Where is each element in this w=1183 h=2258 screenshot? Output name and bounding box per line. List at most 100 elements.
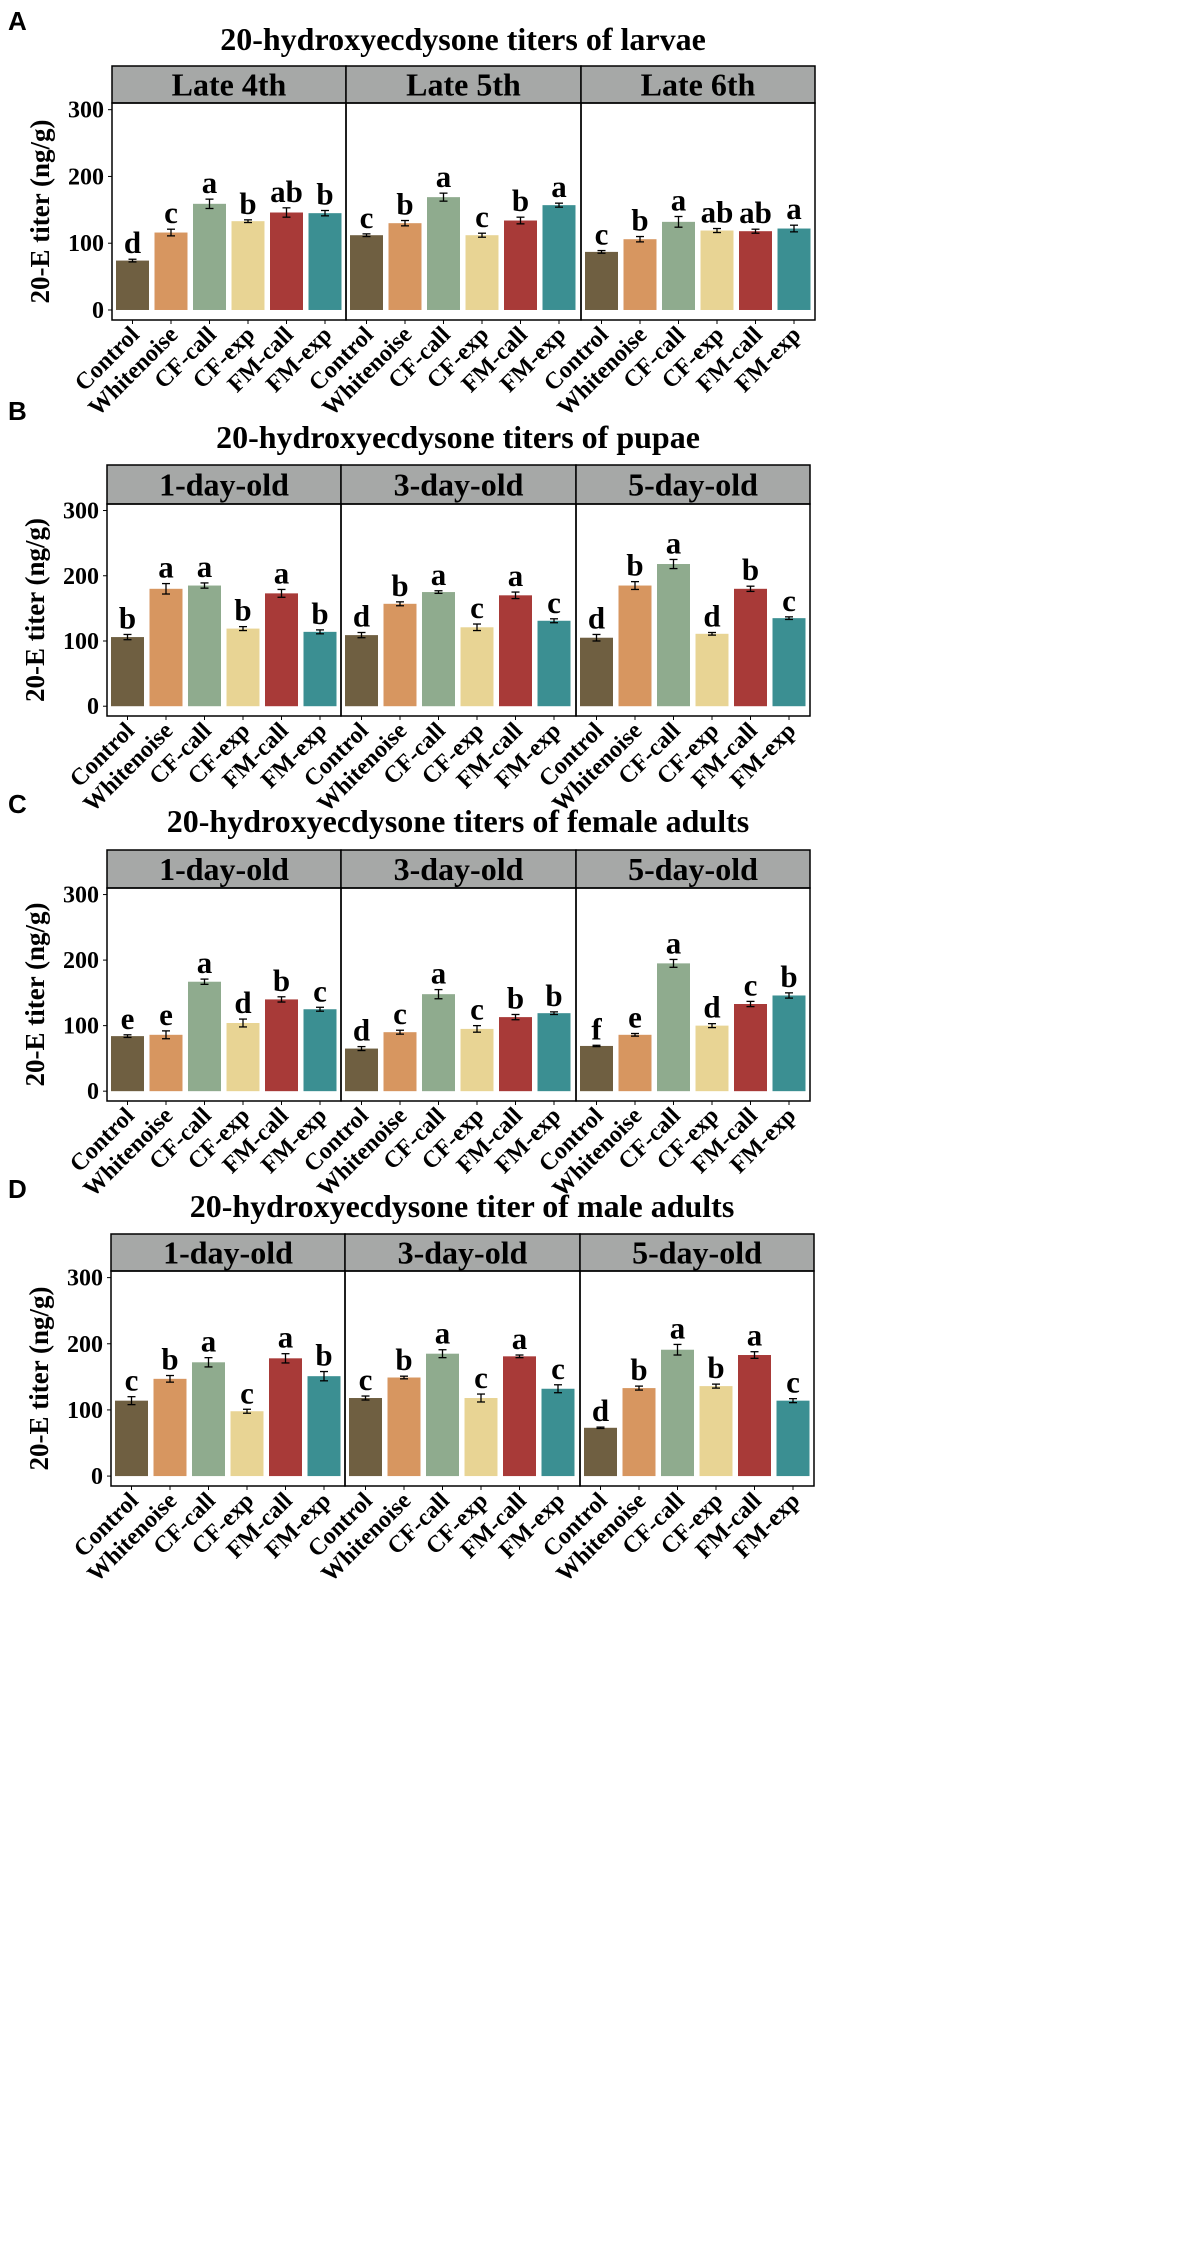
significance-letter: e: [628, 999, 642, 1034]
significance-letter: d: [703, 599, 720, 634]
significance-letter: e: [159, 997, 173, 1032]
bar-cf-exp: [230, 1411, 264, 1477]
bar-cf-call: [427, 197, 460, 310]
significance-letter: a: [431, 956, 447, 991]
significance-letter: a: [671, 183, 687, 218]
bar-fm-call: [265, 999, 298, 1092]
bar-control: [345, 635, 378, 707]
significance-letter: a: [435, 1316, 451, 1351]
y-axis-label: 20-E titer (ng/g): [20, 903, 50, 1087]
panel-title: 20-hydroxyecdysone titers of larvae: [220, 21, 706, 57]
bar-control: [584, 1427, 617, 1477]
bar-cf-call: [657, 963, 690, 1092]
facet-label: 3-day-old: [398, 1235, 528, 1271]
significance-letter: ab: [701, 195, 734, 230]
significance-letter: a: [197, 549, 213, 584]
bar-cf-exp: [226, 1023, 260, 1092]
significance-letter: e: [121, 1001, 135, 1036]
facet-strip: [579, 1233, 815, 1272]
significance-letter: c: [164, 195, 178, 230]
bar-fm-exp: [776, 1400, 810, 1477]
bar-fm-exp: [777, 228, 811, 310]
facet-label: 5-day-old: [628, 851, 758, 887]
bar-cf-call: [193, 203, 226, 310]
significance-letter: c: [470, 992, 484, 1027]
bar-fm-call: [499, 1017, 532, 1092]
y-tick-label: 200: [63, 564, 99, 590]
significance-letter: f: [591, 1011, 602, 1046]
y-tick-label: 0: [87, 1079, 99, 1105]
significance-letter: b: [273, 963, 290, 998]
y-tick-label: 100: [63, 1014, 99, 1040]
y-tick-label: 200: [63, 948, 99, 974]
bar-cf-exp: [460, 1028, 494, 1092]
bar-control: [585, 251, 618, 310]
significance-letter: b: [395, 1342, 412, 1377]
significance-letter: d: [124, 225, 141, 260]
bar-control: [345, 1048, 378, 1092]
significance-letter: c: [393, 996, 407, 1031]
significance-letter: a: [201, 1324, 217, 1359]
bar-whitenoise: [618, 585, 652, 707]
facet-label: 1-day-old: [163, 1235, 293, 1271]
panel-letter: B: [8, 396, 27, 426]
y-tick-label: 300: [67, 1266, 103, 1292]
bar-whitenoise: [618, 1034, 652, 1092]
bar-fm-exp: [541, 1388, 575, 1477]
bar-cf-exp: [226, 628, 260, 707]
significance-letter: a: [158, 550, 174, 585]
significance-letter: b: [119, 600, 136, 635]
significance-letter: b: [315, 1338, 332, 1373]
facet-strip: [344, 1233, 581, 1272]
facet-strip: [580, 65, 816, 104]
y-tick-label: 0: [91, 1464, 103, 1490]
bar-control: [580, 637, 613, 707]
significance-letter: c: [786, 1365, 800, 1400]
bar-control: [116, 260, 149, 310]
y-tick-label: 200: [67, 1332, 103, 1358]
significance-letter: a: [202, 165, 218, 200]
facet-plot-area: [575, 887, 811, 1102]
panel-c: C 20-hydroxyecdysone titers of female adu…: [8, 789, 811, 1202]
bar-whitenoise: [383, 603, 417, 707]
bar-cf-call: [661, 1349, 694, 1477]
bar-fm-call: [499, 595, 532, 707]
panel-title: 20-hydroxyecdysone titer of male adults: [190, 1188, 735, 1224]
significance-letter: b: [707, 1350, 724, 1385]
significance-letter: a: [431, 557, 447, 592]
y-tick-label: 100: [67, 1398, 103, 1424]
significance-letter: b: [234, 593, 251, 628]
bar-fm-call: [269, 1358, 302, 1477]
facet-strip: [111, 65, 347, 104]
bar-fm-call: [734, 1004, 767, 1092]
significance-letter: b: [630, 1352, 647, 1387]
bar-fm-call: [270, 212, 303, 310]
significance-letter: c: [360, 200, 374, 235]
bar-cf-exp: [699, 1386, 733, 1477]
significance-letter: b: [391, 568, 408, 603]
bar-cf-call: [188, 981, 221, 1092]
significance-letter: c: [240, 1375, 254, 1410]
y-tick-label: 0: [92, 298, 104, 324]
facet-strip: [110, 1233, 346, 1272]
y-axis-label: 20-E titer (ng/g): [24, 1287, 54, 1471]
facet-label: 5-day-old: [628, 467, 758, 503]
bar-cf-call: [188, 585, 221, 707]
bar-fm-exp: [772, 995, 806, 1092]
significance-letter: a: [666, 925, 682, 960]
significance-letter: b: [631, 203, 648, 238]
y-tick-label: 100: [68, 231, 104, 257]
significance-letter: d: [588, 600, 605, 635]
bar-whitenoise: [622, 1388, 656, 1477]
significance-letter: d: [234, 985, 251, 1020]
bar-fm-exp: [772, 618, 806, 707]
panel-d: D 20-hydroxyecdysone titer of male adults…: [8, 1174, 815, 1587]
significance-letter: c: [782, 583, 796, 618]
panel-letter: D: [8, 1174, 27, 1204]
bar-fm-call: [739, 231, 772, 310]
bar-control: [350, 235, 383, 310]
bar-cf-call: [662, 221, 695, 310]
significance-letter: a: [670, 1310, 686, 1345]
bar-cf-exp: [460, 627, 494, 707]
